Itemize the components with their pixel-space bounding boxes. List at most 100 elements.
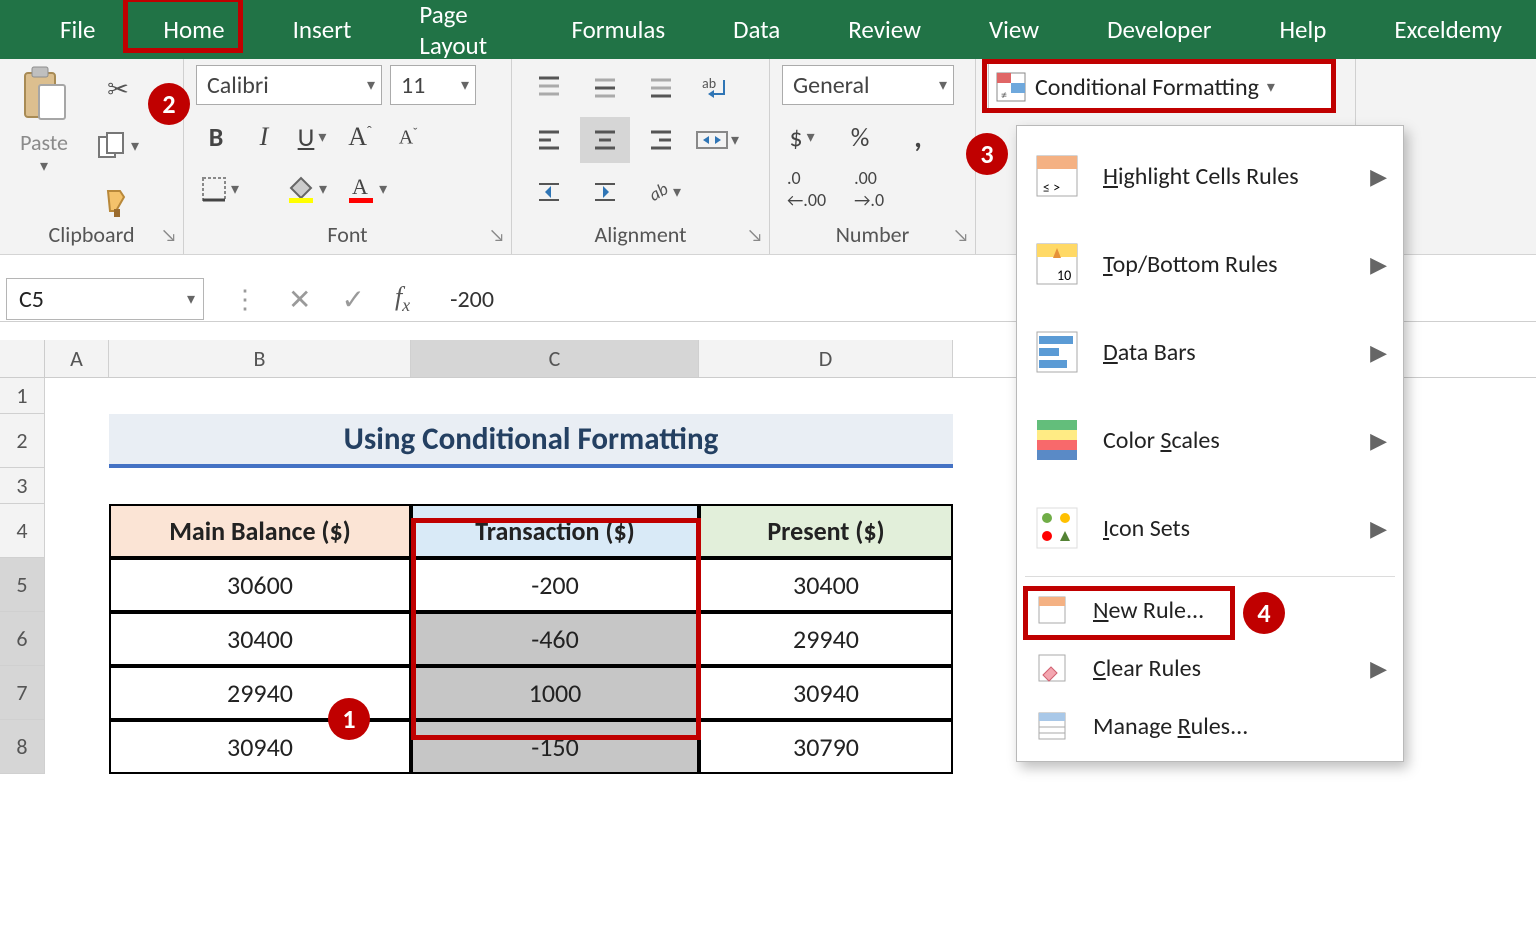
align-bottom-button[interactable] (636, 65, 686, 111)
tab-exceldemy[interactable]: Exceldemy (1360, 1, 1536, 58)
number-format-value: General (793, 71, 870, 100)
cs-icon (1033, 416, 1081, 464)
dialog-launcher-alignment[interactable]: ↘ (747, 224, 763, 246)
tab-view[interactable]: View (955, 1, 1073, 58)
cell-b5[interactable]: 30600 (109, 558, 411, 612)
cell-d8[interactable]: 30790 (699, 720, 953, 774)
menu-item-tbr[interactable]: 10Top/Bottom Rules▶ (1017, 220, 1403, 308)
wrap-text-button[interactable]: ab (692, 65, 742, 111)
underline-button[interactable]: U▾ (292, 117, 332, 157)
borders-button[interactable]: ▾ (196, 169, 244, 209)
borders-icon (201, 176, 227, 202)
tab-file[interactable]: File (26, 1, 129, 58)
tab-help[interactable]: Help (1245, 1, 1360, 58)
tab-review[interactable]: Review (814, 1, 955, 58)
header-transaction[interactable]: Transaction ($) (411, 504, 699, 558)
header-main-balance[interactable]: Main Balance ($) (109, 504, 411, 558)
tbr-icon: 10 (1033, 240, 1081, 288)
row-header-1[interactable]: 1 (0, 378, 45, 414)
font-color-button[interactable]: A ▾ (340, 169, 392, 209)
conditional-formatting-button[interactable]: ≠ Conditional Formatting ▾ (988, 63, 1334, 111)
col-header-C[interactable]: C (411, 340, 699, 377)
align-center-button[interactable] (580, 117, 630, 163)
annotation-badge-3: 3 (966, 133, 1008, 175)
menu-item-db[interactable]: Data Bars▶ (1017, 308, 1403, 396)
cell-c6[interactable]: -460 (411, 612, 699, 666)
annotation-badge-4: 4 (1243, 592, 1285, 634)
font-size-value: 11 (401, 71, 425, 100)
increase-indent-button[interactable] (580, 169, 630, 215)
percent-icon: % (851, 121, 870, 153)
cell-c5[interactable]: -200 (411, 558, 699, 612)
italic-button[interactable]: I (244, 117, 284, 157)
header-present[interactable]: Present ($) (699, 504, 953, 558)
tab-insert[interactable]: Insert (259, 1, 386, 58)
shrink-font-button[interactable]: Aˇ (388, 117, 428, 157)
cell-b6[interactable]: 30400 (109, 612, 411, 666)
cell-c8[interactable]: -150 (411, 720, 699, 774)
row-header-6[interactable]: 6 (0, 612, 45, 666)
cancel-icon[interactable]: ✕ (288, 282, 311, 317)
dialog-launcher-font[interactable]: ↘ (489, 224, 505, 246)
conditional-formatting-label: Conditional Formatting (1035, 73, 1259, 102)
sheet-title-text: Using Conditional Formatting (344, 420, 719, 458)
currency-button[interactable]: $▾ (782, 117, 822, 157)
col-header-B[interactable]: B (109, 340, 411, 377)
number-format-combo[interactable]: General ▾ (782, 65, 954, 105)
align-top-button[interactable] (524, 65, 574, 111)
increase-decimal-button[interactable]: .0←.00 (782, 169, 831, 209)
grow-font-button[interactable]: Aˆ (340, 117, 380, 157)
select-all-corner[interactable] (0, 340, 45, 377)
font-size-combo[interactable]: 11 ▾ (390, 65, 476, 105)
row-header-5[interactable]: 5 (0, 558, 45, 612)
cut-button[interactable]: ✂ (92, 69, 144, 108)
col-header-D[interactable]: D (699, 340, 953, 377)
font-name-combo[interactable]: Calibri ▾ (196, 65, 382, 105)
decrease-indent-button[interactable] (524, 169, 574, 215)
chevron-right-icon: ▶ (1370, 515, 1387, 542)
tab-developer[interactable]: Developer (1073, 1, 1245, 58)
dialog-launcher-clipboard[interactable]: ↘ (161, 224, 177, 246)
menu-item-new[interactable]: New Rule... (1017, 581, 1403, 639)
align-left-button[interactable] (524, 117, 574, 163)
copy-button[interactable]: ▾ (92, 126, 144, 165)
bold-button[interactable]: B (196, 117, 236, 157)
menu-item-cs[interactable]: Color Scales▶ (1017, 396, 1403, 484)
tab-help-label: Help (1279, 14, 1326, 45)
cell-c7[interactable]: 1000 (411, 666, 699, 720)
menu-item-is[interactable]: Icon Sets▶ (1017, 484, 1403, 572)
cell-d5[interactable]: 30400 (699, 558, 953, 612)
align-center-icon (591, 126, 619, 154)
tab-formulas[interactable]: Formulas (537, 1, 699, 58)
col-header-A[interactable]: A (45, 340, 109, 377)
cell-d6[interactable]: 29940 (699, 612, 953, 666)
orientation-button[interactable]: ab▾ (636, 169, 686, 215)
chevron-down-icon: ▾ (231, 179, 239, 199)
header-transaction-text: Transaction ($) (475, 515, 635, 547)
header-present-text: Present ($) (767, 515, 884, 547)
tab-data[interactable]: Data (699, 1, 814, 58)
fill-color-button[interactable]: ▾ (280, 169, 332, 209)
align-middle-button[interactable] (580, 65, 630, 111)
row-header-4[interactable]: 4 (0, 504, 45, 558)
name-box[interactable]: C5 ▾ (6, 278, 204, 320)
comma-style-button[interactable]: , (898, 117, 938, 157)
decrease-decimal-button[interactable]: .00→.0 (849, 169, 889, 209)
merge-button[interactable]: ▾ (692, 117, 742, 163)
row-header-2[interactable]: 2 (0, 414, 45, 468)
tab-home[interactable]: Home (129, 1, 258, 58)
menu-item-hlr[interactable]: ≤ >Highlight Cells Rules▶ (1017, 132, 1403, 220)
align-right-button[interactable] (636, 117, 686, 163)
dialog-launcher-number[interactable]: ↘ (953, 224, 969, 246)
format-painter-button[interactable] (92, 183, 144, 222)
row-header-3[interactable]: 3 (0, 468, 45, 504)
paste-button[interactable]: Paste ▾ (4, 65, 84, 176)
menu-item-clear[interactable]: Clear Rules▶ (1017, 639, 1403, 697)
percent-button[interactable]: % (840, 117, 880, 157)
cell-d7[interactable]: 30940 (699, 666, 953, 720)
row-header-8[interactable]: 8 (0, 720, 45, 774)
enter-icon[interactable]: ✓ (341, 282, 364, 317)
menu-item-manage[interactable]: Manage Rules... (1017, 697, 1403, 755)
fx-icon[interactable]: fx (395, 282, 410, 316)
row-header-7[interactable]: 7 (0, 666, 45, 720)
